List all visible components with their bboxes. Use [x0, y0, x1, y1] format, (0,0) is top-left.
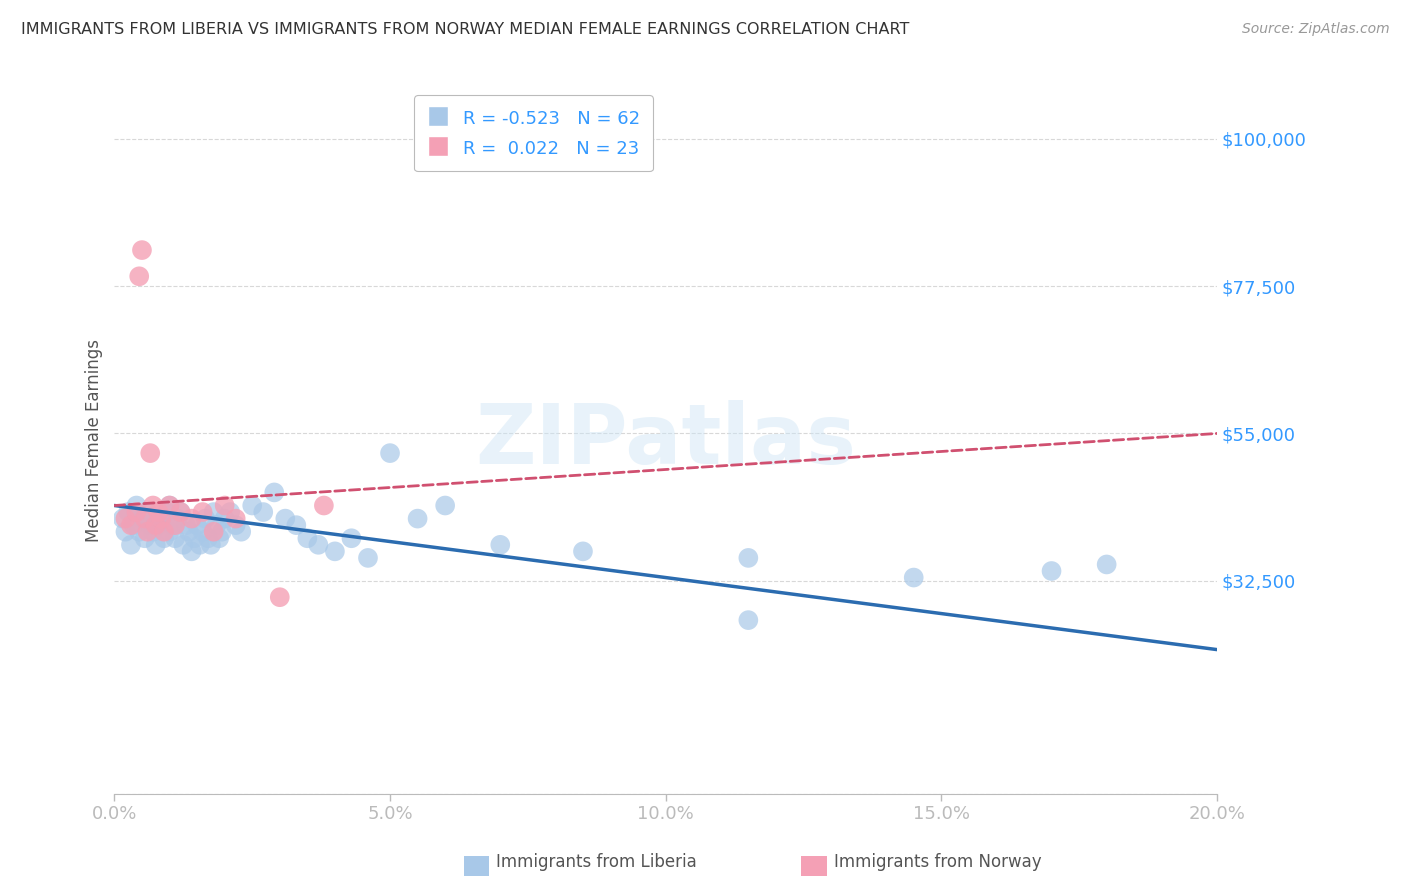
- Point: [136, 505, 159, 519]
- Point: [169, 505, 191, 519]
- Point: [307, 538, 329, 552]
- Point: [200, 538, 222, 552]
- Point: [202, 505, 225, 519]
- Point: [136, 524, 159, 539]
- Point: [134, 511, 156, 525]
- Point: [142, 524, 165, 539]
- Point: [172, 538, 194, 552]
- Point: [240, 499, 263, 513]
- Point: [114, 524, 136, 539]
- Point: [1095, 558, 1118, 572]
- Point: [120, 538, 142, 552]
- Point: [145, 538, 167, 552]
- Point: [378, 446, 401, 460]
- Point: [269, 591, 291, 605]
- Point: [125, 505, 148, 519]
- Point: [169, 505, 191, 519]
- Point: [225, 518, 247, 533]
- Point: [156, 505, 179, 519]
- Point: [165, 531, 187, 545]
- Point: [139, 446, 162, 460]
- Point: [208, 531, 231, 545]
- Point: [131, 243, 153, 257]
- Point: [737, 550, 759, 565]
- Text: Immigrants from Norway: Immigrants from Norway: [834, 854, 1042, 871]
- Point: [174, 518, 197, 533]
- Point: [434, 499, 457, 513]
- Point: [225, 511, 247, 525]
- Point: [263, 485, 285, 500]
- Point: [1040, 564, 1063, 578]
- Point: [205, 518, 228, 533]
- Point: [125, 499, 148, 513]
- Point: [211, 524, 233, 539]
- Point: [159, 499, 181, 513]
- Point: [231, 524, 253, 539]
- Point: [120, 518, 142, 533]
- Point: [489, 538, 512, 552]
- Point: [142, 499, 165, 513]
- Point: [148, 518, 170, 533]
- Text: Immigrants from Liberia: Immigrants from Liberia: [496, 854, 697, 871]
- Point: [357, 550, 380, 565]
- Point: [180, 511, 202, 525]
- Point: [194, 511, 217, 525]
- Point: [737, 613, 759, 627]
- Point: [903, 570, 925, 584]
- Point: [252, 505, 274, 519]
- Point: [159, 524, 181, 539]
- Point: [166, 511, 188, 525]
- Point: [128, 269, 150, 284]
- Point: [191, 505, 214, 519]
- Point: [188, 538, 211, 552]
- Point: [180, 544, 202, 558]
- Point: [159, 499, 181, 513]
- Point: [214, 511, 236, 525]
- Point: [145, 518, 167, 533]
- Point: [122, 518, 145, 533]
- Point: [134, 531, 156, 545]
- Point: [219, 505, 242, 519]
- Point: [111, 511, 134, 525]
- Point: [274, 511, 297, 525]
- Point: [297, 531, 319, 545]
- Point: [197, 531, 219, 545]
- Point: [323, 544, 346, 558]
- Point: [191, 524, 214, 539]
- Point: [165, 518, 187, 533]
- Text: ZIPatlas: ZIPatlas: [475, 400, 856, 481]
- Point: [128, 524, 150, 539]
- Point: [177, 524, 200, 539]
- Point: [162, 518, 184, 533]
- Point: [186, 518, 208, 533]
- Point: [148, 505, 170, 519]
- Legend: R = -0.523   N = 62, R =  0.022   N = 23: R = -0.523 N = 62, R = 0.022 N = 23: [415, 95, 652, 171]
- Y-axis label: Median Female Earnings: Median Female Earnings: [86, 339, 103, 541]
- Text: IMMIGRANTS FROM LIBERIA VS IMMIGRANTS FROM NORWAY MEDIAN FEMALE EARNINGS CORRELA: IMMIGRANTS FROM LIBERIA VS IMMIGRANTS FR…: [21, 22, 910, 37]
- Point: [285, 518, 308, 533]
- Point: [139, 518, 162, 533]
- Point: [153, 531, 176, 545]
- Point: [406, 511, 429, 525]
- Point: [202, 524, 225, 539]
- Point: [153, 524, 176, 539]
- Point: [312, 499, 335, 513]
- Point: [150, 511, 173, 525]
- Point: [183, 531, 205, 545]
- Point: [117, 505, 139, 519]
- Point: [340, 531, 363, 545]
- Point: [150, 511, 173, 525]
- Text: Source: ZipAtlas.com: Source: ZipAtlas.com: [1241, 22, 1389, 37]
- Point: [131, 511, 153, 525]
- Point: [114, 511, 136, 525]
- Point: [214, 499, 236, 513]
- Point: [572, 544, 595, 558]
